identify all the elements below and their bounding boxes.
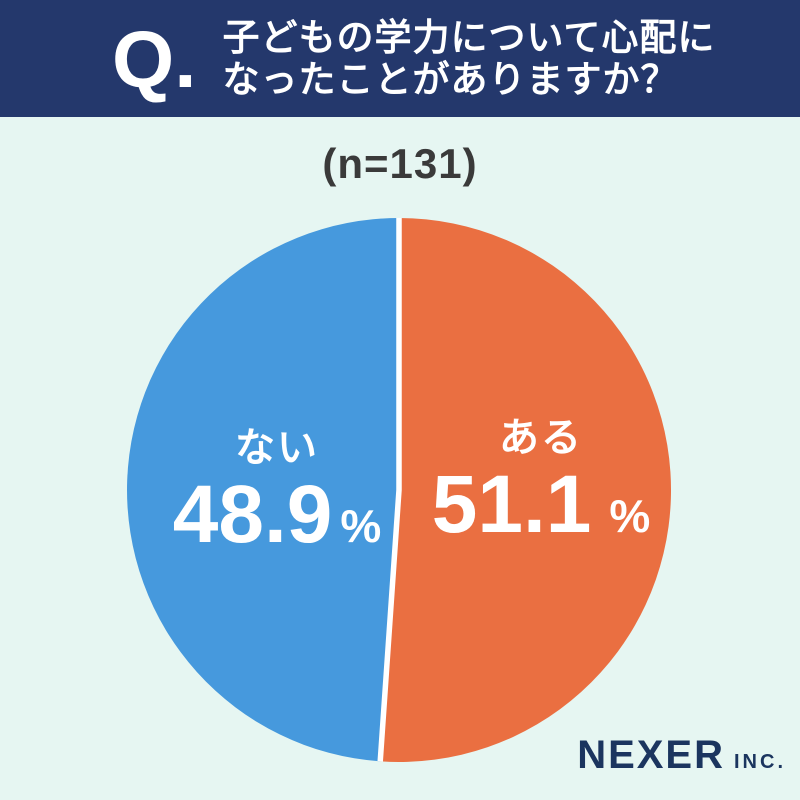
pie-slice-1 [127,218,400,762]
question-line-2: なったことがありますか？ [222,58,679,100]
slice-divider [377,218,402,762]
question-q-label: Q. [112,14,197,104]
pie-svg [127,218,672,762]
question-text: 子どもの学力について心配に なったことがありますか？ [222,17,715,101]
nexer-logo-main: NEXER [577,733,725,777]
question-line-1: 子どもの学力について心配に [222,16,716,58]
pie-slice-0 [380,218,672,762]
nexer-logo-suffix: INC. [734,751,786,773]
nexer-logo: NEXER INC. [577,733,786,778]
question-header: Q. 子どもの学力について心配に なったことがありますか？ [0,0,800,117]
sample-size-label: (n=131) [322,140,478,187]
